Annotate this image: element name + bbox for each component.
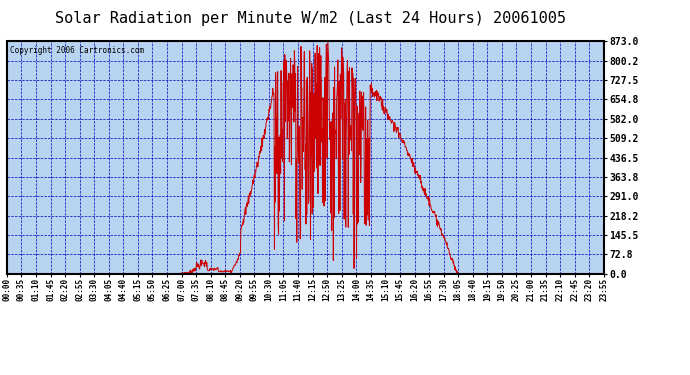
Text: Copyright 2006 Cartronics.com: Copyright 2006 Cartronics.com bbox=[10, 46, 144, 55]
Text: Solar Radiation per Minute W/m2 (Last 24 Hours) 20061005: Solar Radiation per Minute W/m2 (Last 24… bbox=[55, 11, 566, 26]
